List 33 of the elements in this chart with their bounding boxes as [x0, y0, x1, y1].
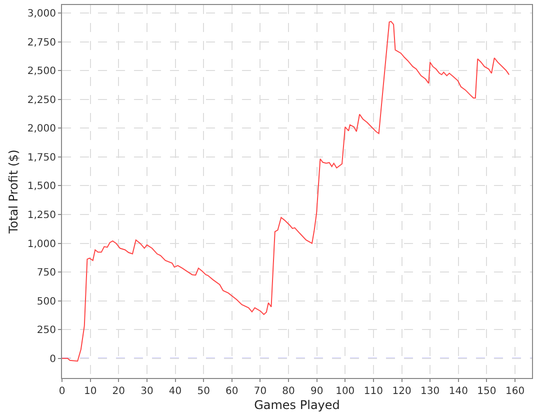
y-tick-label: 2,500 — [27, 66, 56, 78]
x-tick-label: 0 — [58, 386, 66, 397]
x-tick-label: 10 — [84, 386, 97, 397]
y-tick-label: 2,000 — [27, 124, 56, 135]
y-tick-label: 2,250 — [27, 94, 56, 106]
x-tick-label: 150 — [477, 386, 496, 397]
x-tick-label: 80 — [282, 386, 295, 397]
y-tick-label: 2,750 — [27, 37, 56, 48]
y-tick-label: 500 — [36, 296, 56, 308]
y-tick-label: 3,000 — [27, 8, 56, 20]
x-tick-label: 110 — [364, 386, 383, 397]
x-tick-label: 100 — [336, 386, 355, 397]
x-tick-label: 30 — [140, 386, 154, 397]
y-axis-title: Total Profit ($) — [6, 150, 21, 234]
x-axis-title: Games Played — [254, 398, 340, 412]
x-tick-label: 160 — [505, 386, 525, 397]
x-tick-label: 60 — [226, 386, 238, 397]
y-tick-label: 1,000 — [27, 238, 56, 250]
y-tick-label: 1,500 — [27, 181, 56, 192]
line-series — [62, 20, 510, 362]
y-tick-label: 1,250 — [27, 210, 56, 222]
y-tick-label: 750 — [36, 268, 56, 279]
y-tick-label: 0 — [50, 354, 56, 365]
y-tick-label: 250 — [36, 325, 56, 336]
x-tick-label: 130 — [420, 386, 440, 397]
x-tick-label: 70 — [254, 386, 267, 397]
x-tick-label: 50 — [197, 386, 210, 397]
x-tick-label: 90 — [310, 386, 324, 397]
x-tick-label: 20 — [112, 386, 125, 397]
x-tick-label: 40 — [168, 386, 182, 397]
y-tick-label: 1,750 — [27, 152, 56, 164]
x-tick-label: 140 — [448, 386, 468, 397]
x-tick-label: 120 — [392, 386, 412, 397]
